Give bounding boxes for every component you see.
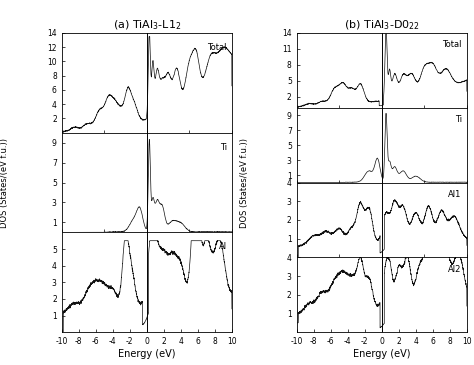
Text: Al: Al	[219, 242, 227, 251]
Text: Total: Total	[442, 40, 462, 49]
Text: Total: Total	[207, 43, 227, 52]
Text: DOS (States/(eV f.u.)): DOS (States/(eV f.u.))	[240, 138, 248, 227]
Text: Ti: Ti	[455, 115, 462, 124]
Text: Al1: Al1	[448, 190, 462, 199]
X-axis label: Energy (eV): Energy (eV)	[118, 349, 175, 359]
Text: Ti: Ti	[219, 143, 227, 151]
X-axis label: Energy (eV): Energy (eV)	[353, 349, 410, 359]
Text: DOS (States/(eV f.u.)): DOS (States/(eV f.u.))	[0, 138, 9, 227]
Title: (a) TiAl$_3$-L1$_2$: (a) TiAl$_3$-L1$_2$	[112, 19, 181, 32]
Text: Al2: Al2	[448, 265, 462, 274]
Title: (b) TiAl$_3$-D0$_{22}$: (b) TiAl$_3$-D0$_{22}$	[344, 19, 420, 32]
